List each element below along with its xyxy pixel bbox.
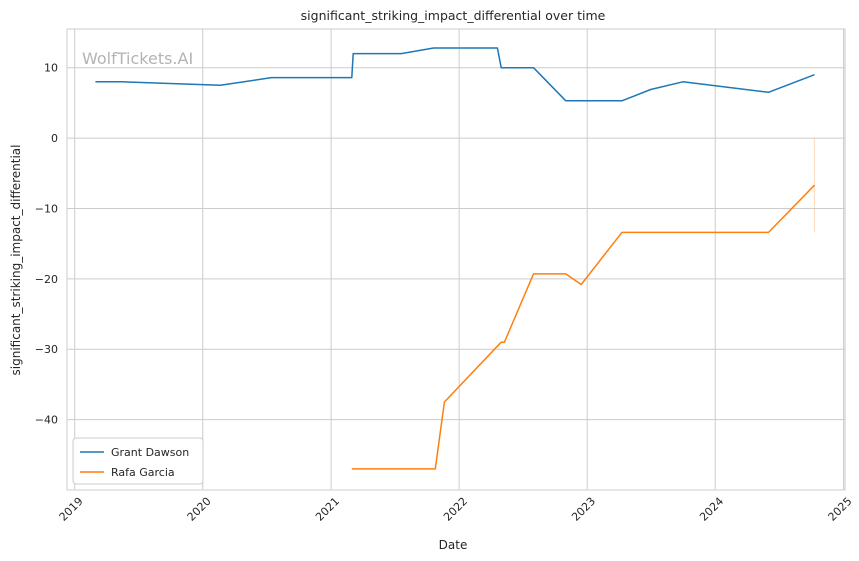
chart-title: significant_striking_impact_differential… [301,8,606,23]
y-tick-label: −40 [35,414,58,427]
legend-label-grant-dawson: Grant Dawson [111,446,189,459]
grid [67,29,845,490]
plot-area [67,29,845,490]
y-tick-labels: 10 0 −10 −20 −30 −40 [35,62,58,427]
y-axis-title: significant_striking_impact_differential [9,145,23,376]
series-line-grant-dawson [95,47,815,102]
series-line-rafa-garcia [351,184,816,470]
legend-box [72,437,204,485]
y-tick-label: 0 [51,132,58,145]
legend-label-rafa-garcia: Rafa Garcia [111,466,175,479]
y-tick-label: −20 [35,273,58,286]
y-tick-label: −10 [35,202,58,215]
y-tick-label: 10 [44,62,58,75]
watermark: WolfTickets.AI [82,49,193,68]
series-layer [95,47,816,470]
legend: Grant Dawson Rafa Garcia [72,437,204,485]
plot-frame [66,28,846,491]
x-axis-title: Date [439,538,468,552]
y-tick-label: −30 [35,343,58,356]
